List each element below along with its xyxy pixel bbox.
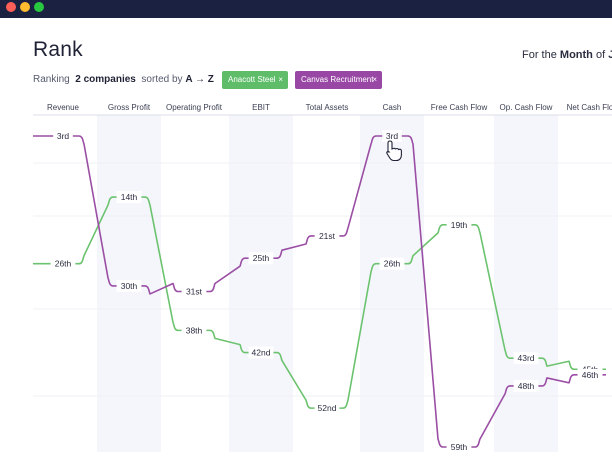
chip-label: Canvas Recruitment bbox=[301, 75, 374, 84]
remove-chip-icon[interactable]: × bbox=[372, 75, 377, 84]
rank-label-bg bbox=[513, 379, 539, 392]
rank-label-bg bbox=[248, 252, 274, 265]
ranking-summary: Ranking 2 companies sorted by A → Z bbox=[33, 74, 214, 85]
rank-label-canvas-recruitment[interactable]: 31st bbox=[186, 287, 203, 297]
column-background bbox=[229, 115, 293, 452]
sorted-by-label: sorted by bbox=[141, 74, 183, 85]
rank-label-canvas-recruitment[interactable]: 30th bbox=[121, 281, 138, 291]
sort-order-dropdown[interactable]: A → Z bbox=[185, 74, 214, 85]
rank-label-bg bbox=[116, 279, 142, 292]
rank-label-anacott-steel[interactable]: 43rd bbox=[517, 353, 534, 363]
rank-label-canvas-recruitment[interactable]: 25th bbox=[253, 253, 270, 263]
remove-chip-icon[interactable]: × bbox=[278, 75, 283, 84]
period-of: of bbox=[595, 49, 606, 61]
rank-label-bg bbox=[513, 352, 539, 365]
hand-cursor-shape bbox=[386, 140, 402, 162]
rank-label-bg bbox=[314, 229, 340, 242]
company-chip-canvas-recruitment[interactable]: Canvas Recruitment × bbox=[295, 71, 382, 89]
column-header-free-cash-flow[interactable]: Free Cash Flow bbox=[431, 103, 488, 112]
column-header-revenue[interactable]: Revenue bbox=[47, 103, 80, 112]
rank-label-anacott-steel[interactable]: 26th bbox=[384, 259, 401, 269]
period-selector: For the Month of J bbox=[522, 49, 612, 61]
rank-label-bg bbox=[446, 218, 472, 231]
rank-label-anacott-steel[interactable]: 26th bbox=[55, 259, 72, 269]
rank-label-bg bbox=[446, 441, 472, 453]
rank-label-canvas-recruitment[interactable]: 48th bbox=[518, 381, 535, 391]
rank-label-canvas-recruitment[interactable]: 59th bbox=[451, 442, 468, 452]
rank-label-bg bbox=[314, 402, 340, 415]
column-header-gross-profit[interactable]: Gross Profit bbox=[108, 103, 151, 112]
ranking-prefix: Ranking bbox=[33, 74, 70, 85]
hand-cursor-icon bbox=[386, 140, 402, 162]
rank-label-bg bbox=[181, 285, 207, 298]
column-header-operating-profit[interactable]: Operating Profit bbox=[166, 103, 223, 112]
rank-label-bg bbox=[50, 257, 76, 270]
column-header-net-cash-flo[interactable]: Net Cash Flo bbox=[567, 103, 612, 112]
rank-label-anacott-steel[interactable]: 14th bbox=[121, 192, 138, 202]
column-header-cash[interactable]: Cash bbox=[383, 103, 402, 112]
rank-label-bg bbox=[116, 191, 142, 204]
rank-label-bg bbox=[577, 368, 603, 381]
rank-label-anacott-steel[interactable]: 42nd bbox=[252, 348, 271, 358]
minimize-window-icon[interactable] bbox=[20, 2, 30, 12]
close-window-icon[interactable] bbox=[6, 2, 16, 12]
column-header-ebit[interactable]: EBIT bbox=[252, 103, 270, 112]
month-dropdown[interactable]: J bbox=[608, 49, 612, 61]
rank-label-bg bbox=[379, 257, 405, 270]
window-titlebar bbox=[0, 0, 612, 18]
rank-label-canvas-recruitment[interactable]: 3rd bbox=[386, 131, 399, 141]
column-background bbox=[494, 115, 558, 452]
rank-label-anacott-steel[interactable]: 52nd bbox=[318, 403, 337, 413]
chip-label: Anacott Steel bbox=[228, 75, 276, 84]
rank-label-anacott-steel[interactable]: 19th bbox=[451, 220, 468, 230]
rank-label-canvas-recruitment[interactable]: 46th bbox=[582, 370, 599, 380]
period-dropdown[interactable]: Month bbox=[559, 49, 593, 61]
rank-label-bg bbox=[53, 130, 73, 142]
rank-label-canvas-recruitment[interactable]: 3rd bbox=[57, 131, 70, 141]
zoom-window-icon[interactable] bbox=[34, 2, 44, 12]
column-header-total-assets[interactable]: Total Assets bbox=[306, 103, 349, 112]
rank-label-bg bbox=[382, 130, 402, 142]
period-prefix: For the bbox=[522, 49, 557, 61]
rank-label-bg bbox=[181, 324, 207, 337]
company-count-link[interactable]: 2 companies bbox=[75, 74, 136, 85]
company-chip-anacott-steel[interactable]: Anacott Steel × bbox=[222, 71, 288, 89]
rank-label-bg bbox=[248, 346, 274, 359]
rank-label-canvas-recruitment[interactable]: 21st bbox=[319, 231, 336, 241]
page-title: Rank bbox=[33, 38, 83, 61]
rank-label-anacott-steel[interactable]: 38th bbox=[186, 325, 203, 335]
column-header-op-cash-flow[interactable]: Op. Cash Flow bbox=[500, 103, 553, 112]
